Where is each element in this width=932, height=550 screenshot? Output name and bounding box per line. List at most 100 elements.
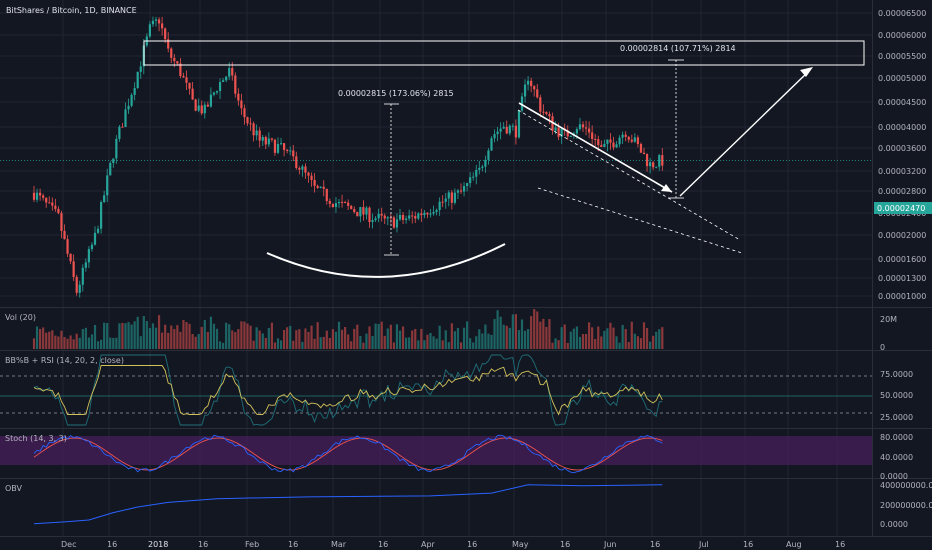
volume-bar (115, 337, 118, 349)
candle-body (377, 213, 380, 219)
volume-bar (258, 330, 261, 349)
candle-body (237, 93, 240, 101)
time-tick: 16 (288, 540, 298, 549)
bbrsi-axis-tick: 50.0000 (880, 391, 913, 400)
volume-bar (286, 327, 289, 349)
volume-bar (539, 321, 542, 349)
candle-body (517, 110, 521, 138)
candle-body (225, 76, 228, 81)
volume-bar (490, 334, 493, 349)
volume-bar (456, 327, 460, 349)
volume-pane-title: Vol (20) (5, 313, 36, 322)
volume-bar (466, 321, 469, 349)
wedge-upper-line (517, 109, 741, 241)
volume-bar (444, 330, 447, 349)
volume-bar (386, 328, 389, 349)
candle-body (405, 218, 408, 220)
volume-bar (249, 325, 252, 349)
candle-body (276, 144, 280, 153)
volume-bar (502, 324, 505, 349)
candle-body (295, 156, 298, 169)
candle-body (234, 75, 237, 94)
candle-body (42, 195, 45, 198)
candle-body (66, 239, 69, 254)
volume-bar (493, 319, 496, 349)
time-tick: 16 (467, 540, 477, 549)
volume-bar (569, 331, 572, 349)
volume-bar (48, 331, 51, 349)
volume-bar (60, 330, 63, 349)
volume-bar (658, 329, 661, 349)
volume-bar (377, 323, 380, 349)
candle-body (267, 138, 270, 145)
candle-body (215, 91, 219, 93)
candle-body (243, 108, 246, 118)
volume-bar (588, 322, 591, 349)
volume-bar (292, 340, 295, 349)
candle-body (264, 136, 267, 145)
volume-bar (255, 327, 258, 349)
candle-body (200, 105, 203, 114)
candle-body (255, 130, 258, 136)
candle-body (484, 159, 487, 167)
candle-body (536, 89, 539, 98)
candle-body (466, 183, 469, 186)
volume-bar (380, 321, 383, 349)
candle-body (322, 186, 325, 189)
candle-body (456, 190, 460, 193)
candle-body (414, 216, 417, 219)
volume-bar (109, 337, 112, 349)
candle-body (584, 127, 588, 129)
volume-bar (459, 342, 463, 349)
volume-bar (597, 326, 600, 349)
candle-body (487, 150, 490, 160)
candle-body (84, 262, 87, 268)
volume-bar (267, 327, 270, 349)
volume-bar (481, 333, 484, 349)
volume-bar (176, 325, 179, 349)
volume-bar (310, 325, 313, 349)
volume-bar (426, 334, 429, 349)
obv-axis-tick: 400000000.0000 (880, 481, 932, 490)
volume-bar (225, 322, 228, 349)
time-tick: Feb (245, 540, 259, 549)
volume-bar (645, 327, 649, 349)
volume-bar (289, 325, 292, 349)
volume-bar (649, 341, 652, 349)
candle-body (652, 162, 655, 168)
volume-bar (200, 326, 203, 349)
volume-bar (90, 334, 94, 349)
candle-body (328, 201, 331, 204)
candle-body (63, 230, 66, 240)
candle-body (319, 186, 322, 188)
candle-body (578, 124, 582, 130)
indicator-axes: 20M 0 75.0000 50.0000 25.0000 80.0000 40… (880, 315, 932, 529)
candles-layer (0, 16, 872, 525)
price-tick: 0.00003600 (878, 144, 926, 153)
candle-body (649, 162, 652, 167)
candle-body (383, 215, 386, 219)
stoch-d-line (33, 437, 663, 471)
volume-bar (319, 337, 322, 349)
volume-bar (414, 329, 417, 349)
time-tick: Apr (421, 540, 436, 549)
candle-body (548, 114, 551, 117)
candle-body (435, 209, 438, 212)
volume-bar (261, 333, 264, 349)
volume-bar (148, 328, 151, 349)
candle-body (478, 167, 481, 170)
volume-bar (127, 322, 130, 349)
candle-body (347, 202, 350, 206)
candle-body (597, 139, 600, 146)
candle-body (609, 139, 612, 143)
volume-bar (54, 335, 57, 349)
candle-body (581, 124, 585, 128)
candle-body (423, 212, 426, 216)
volume-bar (81, 329, 84, 349)
candle-body (627, 136, 630, 140)
candle-body (87, 249, 90, 263)
volume-bar (182, 319, 185, 349)
time-tick: 16 (743, 540, 753, 549)
